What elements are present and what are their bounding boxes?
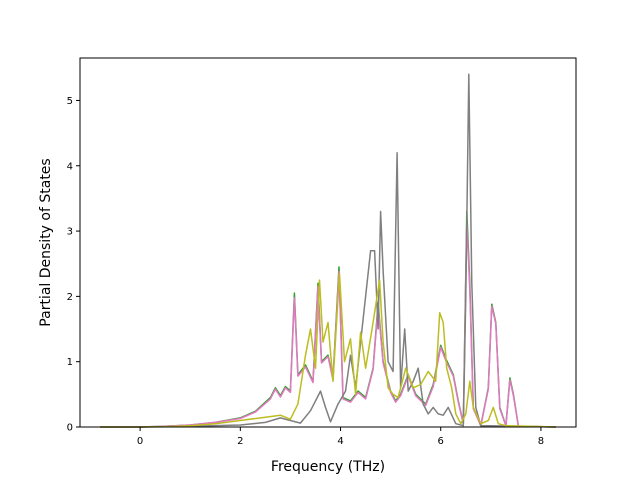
y-tick-label: 3: [67, 227, 73, 238]
y-tick-label: 2: [67, 292, 73, 303]
y-tick-label: 4: [67, 161, 73, 172]
x-tick-label: 4: [337, 436, 343, 447]
x-axis: 0 2 4 6 8: [137, 427, 544, 447]
x-tick-label: 8: [538, 436, 544, 447]
series-line-3: [100, 73, 557, 428]
x-tick-label: 0: [137, 436, 143, 447]
x-tick-label: 2: [237, 436, 243, 447]
y-tick-label: 1: [67, 357, 73, 368]
series-layer: [100, 73, 557, 428]
y-axis: 0 1 2 3 4 5: [67, 96, 80, 434]
series-line-4: [100, 272, 557, 428]
plot-area: [80, 58, 576, 427]
y-tick-label: 0: [67, 423, 73, 434]
plot-frame: [79, 57, 577, 428]
x-axis-label: Frequency (THz): [271, 459, 385, 475]
y-tick-label: 5: [67, 96, 73, 107]
x-tick-label: 6: [438, 436, 444, 447]
y-axis-label: Partial Density of States: [38, 158, 54, 326]
